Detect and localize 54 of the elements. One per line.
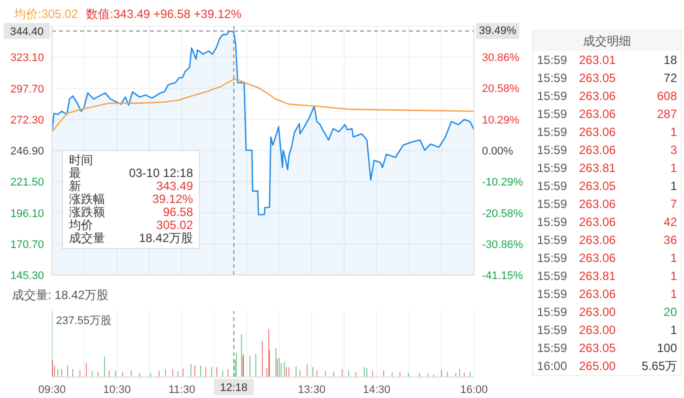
text: 15:59 263.06 287: [537, 107, 677, 121]
y2-tick-label: 20.58%: [482, 83, 520, 96]
ref-line-label: 12:18: [220, 382, 248, 394]
x-tick-label: 16:00: [460, 384, 488, 396]
text: 15:59 263.06 7: [537, 197, 677, 211]
text: 成交量 18.42万股: [69, 231, 193, 245]
text: 15:59 263.81 1: [537, 161, 677, 175]
y2-tick-label: -20.58%: [482, 208, 524, 220]
text: 成交明细: [533, 31, 681, 51]
y2-tick-label: 30.86%: [482, 52, 520, 64]
x-tick-label: 11:30: [168, 384, 196, 396]
text: 15:59 263.00 1: [537, 323, 677, 337]
y-tick-label: 145.30: [10, 270, 44, 282]
text: 15:59 263.06 608: [537, 89, 677, 103]
x-tick-label: 10:30: [103, 384, 131, 396]
y2-tick-label: -41.15%: [482, 270, 524, 282]
text: 15:59 263.06 42: [537, 215, 677, 229]
text: 15:59 263.06 1: [537, 287, 677, 301]
text: 15:59 263.01 18: [537, 53, 677, 67]
y2-tick-label: 10.29%: [482, 114, 520, 126]
text: 最 03-10 12:18: [69, 166, 193, 180]
y-tick-label: 272.30: [10, 114, 44, 126]
text: 均价 305.02: [69, 218, 193, 232]
text: 15:59 263.06 1: [537, 125, 677, 139]
text: 15:59 263.05 1: [537, 179, 677, 193]
y2-tick-label: -30.86%: [482, 238, 524, 251]
y-tick-label: 246.90: [10, 146, 44, 158]
y-tick-label: 221.50: [10, 176, 44, 189]
x-tick-label: 09:30: [38, 384, 66, 396]
text: 新 343.49: [69, 179, 193, 193]
x-tick-label: 13:30: [298, 384, 326, 396]
text: 15:59 263.06 36: [537, 233, 677, 247]
x-tick-label: 14:30: [362, 384, 390, 396]
text: 15:59 263.05 72: [537, 71, 677, 85]
y-tick-label: 323.10: [10, 52, 44, 64]
text: 15:59 263.05 100: [537, 341, 677, 355]
y2-tick-label: -10.29%: [482, 176, 524, 189]
y2-tick-label: 0.00%: [482, 146, 514, 158]
text: 15:59 263.06 3: [537, 143, 677, 157]
ref-line-label: 344.40: [10, 26, 44, 38]
text: 15:59 263.06 1: [537, 251, 677, 265]
annotation: 237.55万股: [56, 314, 112, 328]
annotation: 39.49%: [476, 23, 520, 40]
chart-title: 成交量: 18.42万股: [12, 288, 109, 302]
text: 涨跌额 96.58: [69, 205, 193, 219]
annotation: 时间: [69, 153, 93, 167]
y-tick-label: 297.70: [10, 83, 44, 96]
text: 15:59 263.81 1: [537, 269, 677, 283]
text: 16:00 265.00 5.65万: [537, 359, 677, 373]
y-tick-label: 170.70: [10, 238, 44, 251]
y-tick-label: 196.10: [10, 208, 44, 220]
chart-title: 均价:305.02 数值:343.49 +96.58 +39.12%: [14, 7, 242, 21]
text: 涨跌幅 39.12%: [69, 192, 193, 206]
text: 15:59 263.00 20: [537, 305, 677, 319]
